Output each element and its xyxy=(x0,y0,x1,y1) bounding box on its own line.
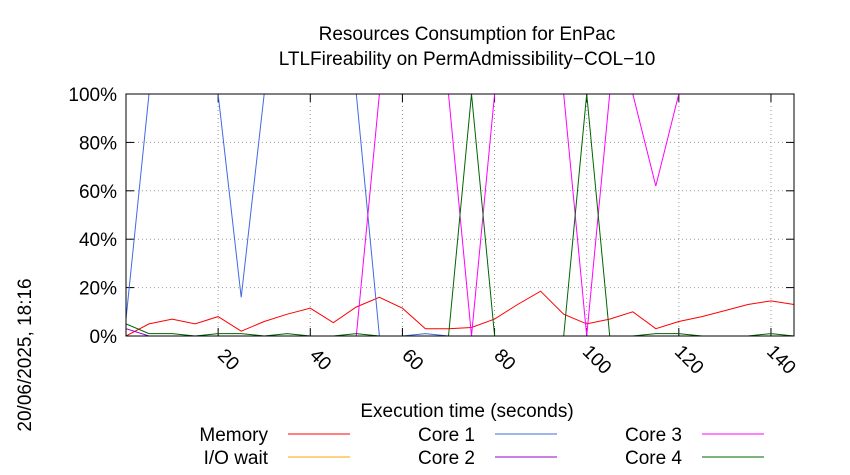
legend-label-memory: Memory xyxy=(199,425,268,446)
legend-label-core-1: Core 1 xyxy=(418,425,475,446)
series-line-memory xyxy=(125,290,795,337)
legend-label-i-o-wait: I/O wait xyxy=(204,448,269,469)
chart-title-line2: LTLFireability on PermAdmissibility−COL−… xyxy=(279,49,656,70)
legend-label-core-2: Core 2 xyxy=(418,448,475,469)
x-tick-label: 100 xyxy=(578,341,615,378)
x-tick-label: 140 xyxy=(762,341,799,378)
y-tick-label: 60% xyxy=(79,182,117,203)
plot-frame xyxy=(125,93,795,337)
x-tick-label: 20 xyxy=(213,345,243,375)
y-tick-label: 100% xyxy=(68,85,117,106)
legend-label-core-3: Core 3 xyxy=(625,425,682,446)
grid xyxy=(126,94,794,336)
series-line-core-4 xyxy=(125,93,795,337)
x-tick-label: 120 xyxy=(670,341,707,378)
x-tick-label: 60 xyxy=(397,345,427,375)
legend-label-core-4: Core 4 xyxy=(625,448,682,469)
y-tick-label: 80% xyxy=(79,133,117,154)
x-tick-label: 80 xyxy=(490,345,520,375)
y-tick-label: 40% xyxy=(79,230,117,251)
series-lines xyxy=(125,93,795,337)
y-tick-label: 20% xyxy=(79,279,117,300)
x-axis-label: Execution time (seconds) xyxy=(360,401,573,422)
x-tick-label: 40 xyxy=(305,345,335,375)
chart-title-line1: Resources Consumption for EnPac xyxy=(319,24,616,45)
y-tick-label: 0% xyxy=(90,327,118,348)
timestamp: 20/06/2025, 18:16 xyxy=(15,278,36,431)
